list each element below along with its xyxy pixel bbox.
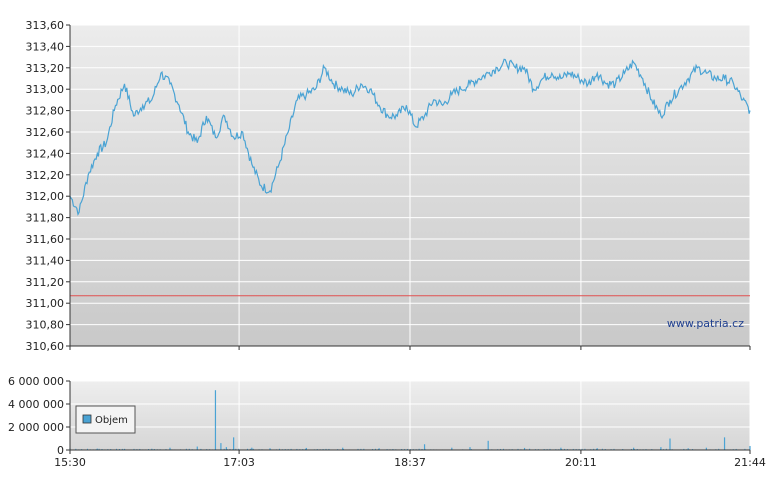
- price-y-tick-label: 311,40: [26, 254, 65, 267]
- price-y-tick-label: 312,80: [26, 105, 65, 118]
- price-y-tick-label: 311,60: [26, 233, 65, 246]
- volume-y-ticks: 0 2 000 000 4 000 000 6 000 000: [8, 375, 70, 457]
- price-y-tick-label: 311,80: [26, 212, 65, 225]
- price-y-tick-label: 310,80: [26, 319, 65, 332]
- watermark: www.patria.cz: [667, 317, 744, 330]
- price-x-ticks: [69, 346, 751, 350]
- volume-y-tick-label: 6 000 000: [8, 375, 64, 388]
- volume-y-tick-label: 4 000 000: [8, 398, 64, 411]
- price-y-tick-label: 312,20: [26, 169, 65, 182]
- price-y-tick-label: 312,00: [26, 190, 65, 203]
- price-y-tick-label: 313,20: [26, 62, 65, 75]
- legend-label-objem: Objem: [95, 415, 128, 426]
- x-tick-label: 17:03: [223, 456, 255, 469]
- x-tick-label: 21:44: [734, 456, 766, 469]
- volume-x-ticks: 15:30 17:03 18:37 20:11 21:44: [54, 450, 766, 469]
- x-tick-label: 20:11: [565, 456, 597, 469]
- price-y-tick-label: 312,40: [26, 147, 65, 160]
- price-y-ticks: 310,60 310,80 311,00 311,20 311,40 311,60 311,…: [26, 19, 70, 353]
- volume-legend: Objem: [75, 405, 136, 434]
- price-y-tick-label: 312,60: [26, 126, 65, 139]
- x-tick-label: 18:37: [394, 456, 426, 469]
- x-tick-label: 15:30: [54, 456, 86, 469]
- volume-y-tick-label: 2 000 000: [8, 421, 64, 434]
- legend-swatch: [82, 414, 92, 424]
- price-y-tick-label: 311,00: [26, 297, 65, 310]
- price-y-tick-label: 310,60: [26, 340, 65, 353]
- volume-y-tick-label: 0: [57, 444, 64, 457]
- price-y-tick-label: 313,60: [26, 19, 65, 32]
- price-grid: [69, 24, 751, 347]
- price-y-tick-label: 311,20: [26, 276, 65, 289]
- price-series-line: [69, 58, 751, 217]
- price-y-tick-label: 313,00: [26, 83, 65, 96]
- price-y-tick-label: 313,40: [26, 40, 65, 53]
